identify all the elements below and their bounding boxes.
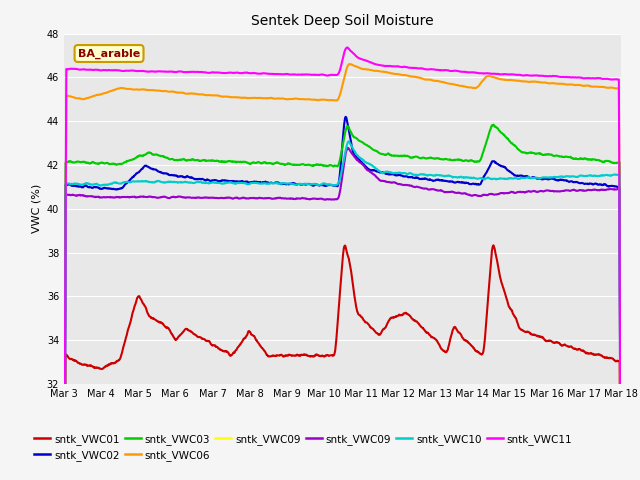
Text: BA_arable: BA_arable (78, 48, 140, 59)
Title: Sentek Deep Soil Moisture: Sentek Deep Soil Moisture (251, 14, 434, 28)
Y-axis label: VWC (%): VWC (%) (31, 184, 41, 233)
Legend: sntk_VWC01, sntk_VWC02, sntk_VWC03, sntk_VWC06, sntk_VWC09, sntk_VWC09, sntk_VWC: sntk_VWC01, sntk_VWC02, sntk_VWC03, sntk… (30, 430, 577, 465)
